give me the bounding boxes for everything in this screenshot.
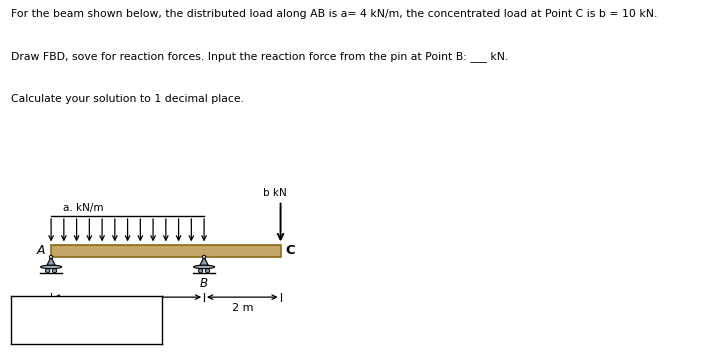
Text: Calculate your solution to 1 decimal place.: Calculate your solution to 1 decimal pla…: [11, 94, 244, 104]
Text: C: C: [285, 244, 295, 257]
Circle shape: [202, 255, 206, 259]
Bar: [51, 245, 281, 257]
Text: B: B: [200, 277, 208, 290]
Text: a. kN/m: a. kN/m: [63, 203, 103, 213]
Text: A: A: [37, 244, 45, 257]
Polygon shape: [47, 257, 56, 266]
Text: b kN: b kN: [263, 188, 287, 198]
Circle shape: [206, 269, 210, 273]
Text: 4 m: 4 m: [117, 303, 139, 313]
Text: 2 m: 2 m: [232, 303, 253, 313]
Circle shape: [52, 269, 56, 273]
Circle shape: [46, 269, 50, 273]
Ellipse shape: [194, 265, 215, 269]
Polygon shape: [200, 257, 208, 266]
Circle shape: [49, 255, 53, 259]
Ellipse shape: [41, 265, 62, 269]
Text: Draw FBD, sove for reaction forces. Input the reaction force from the pin at Poi: Draw FBD, sove for reaction forces. Inpu…: [11, 51, 508, 62]
Text: For the beam shown below, the distributed load along AB is a= 4 kN/m, the concen: For the beam shown below, the distribute…: [11, 9, 657, 19]
Circle shape: [199, 269, 203, 273]
